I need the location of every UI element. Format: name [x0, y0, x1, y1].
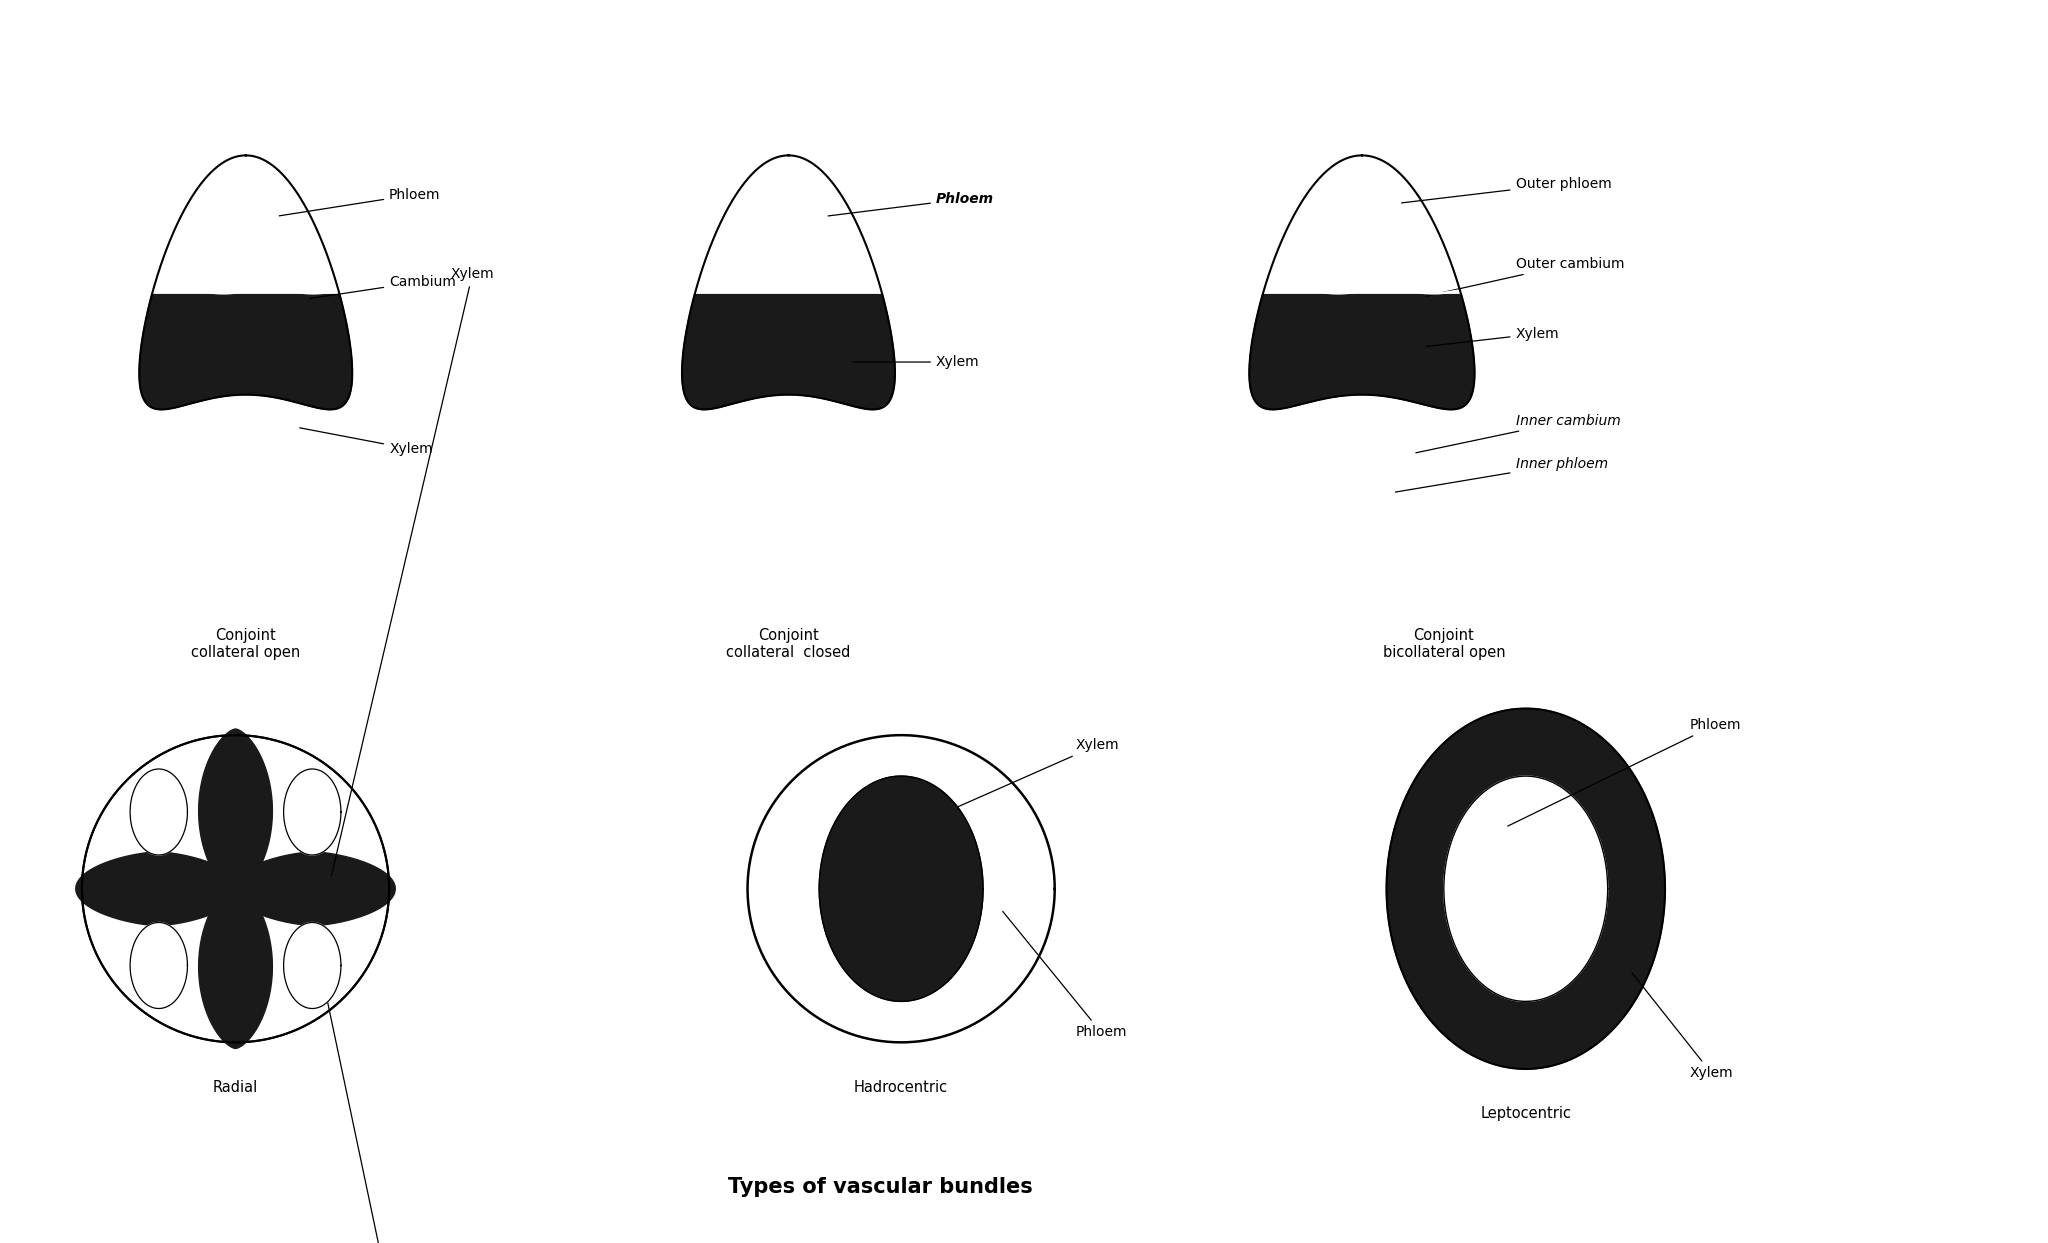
Text: Inner phloem: Inner phloem: [1395, 457, 1608, 492]
Text: Phloem: Phloem: [279, 188, 440, 216]
Text: Phloem: Phloem: [827, 191, 993, 216]
Text: Xylem: Xylem: [913, 738, 1118, 827]
Polygon shape: [139, 155, 352, 409]
Text: Hadrocentric: Hadrocentric: [854, 1080, 948, 1095]
Polygon shape: [1386, 709, 1665, 1069]
Text: Conjoint
collateral open: Conjoint collateral open: [190, 628, 301, 660]
Text: Conjoint
bicollateral open: Conjoint bicollateral open: [1382, 628, 1505, 660]
Polygon shape: [682, 155, 895, 409]
Polygon shape: [819, 776, 983, 1002]
Text: Xylem: Xylem: [1632, 973, 1733, 1080]
Polygon shape: [82, 735, 389, 1043]
Text: Outer phloem: Outer phloem: [1401, 177, 1612, 203]
Text: Cambium: Cambium: [309, 275, 457, 298]
Text: Xylem: Xylem: [299, 428, 432, 456]
Text: Outer cambium: Outer cambium: [1425, 257, 1624, 296]
Text: Xylem: Xylem: [1425, 327, 1559, 347]
Polygon shape: [139, 295, 352, 409]
Text: Phloem: Phloem: [1507, 718, 1741, 827]
Text: Types of vascular bundles: Types of vascular bundles: [729, 1177, 1032, 1197]
Text: Phloem: Phloem: [324, 981, 502, 1243]
Polygon shape: [131, 769, 188, 855]
Text: Radial: Radial: [213, 1080, 258, 1095]
Text: Conjoint
collateral  closed: Conjoint collateral closed: [727, 628, 850, 660]
Polygon shape: [1249, 295, 1475, 409]
Polygon shape: [1444, 776, 1608, 1002]
Text: Inner cambium: Inner cambium: [1415, 414, 1620, 452]
Polygon shape: [131, 922, 188, 1008]
Polygon shape: [283, 922, 340, 1008]
Polygon shape: [199, 885, 272, 1049]
Text: Xylem: Xylem: [852, 355, 979, 369]
Text: Leptocentric: Leptocentric: [1481, 1106, 1571, 1121]
Polygon shape: [231, 851, 395, 926]
Polygon shape: [682, 295, 895, 409]
Polygon shape: [1249, 155, 1475, 409]
Polygon shape: [199, 728, 272, 892]
Text: Xylem: Xylem: [332, 267, 494, 876]
Polygon shape: [748, 735, 1055, 1043]
Polygon shape: [283, 769, 340, 855]
Polygon shape: [76, 851, 240, 926]
Text: Phloem: Phloem: [1004, 911, 1126, 1039]
